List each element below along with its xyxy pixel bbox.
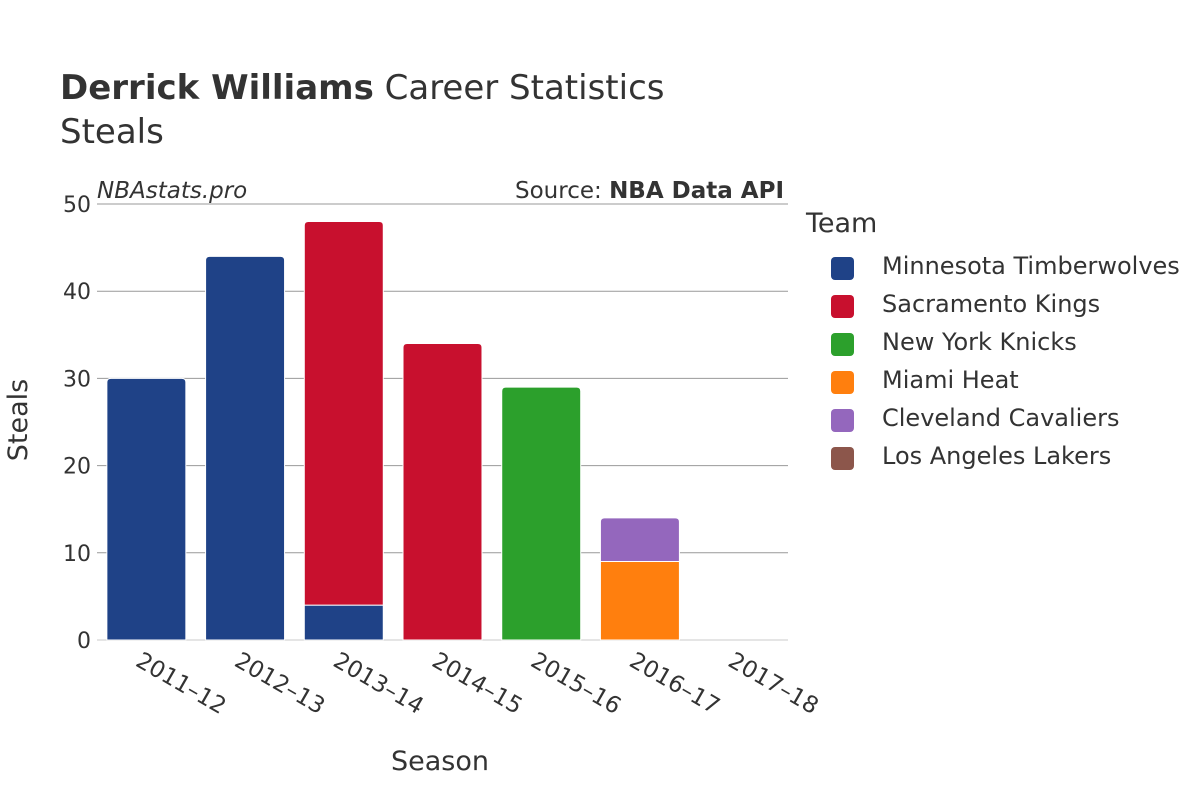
chart-title: Derrick Williams Career Statistics [60, 68, 664, 108]
legend-label: New York Knicks [882, 328, 1077, 356]
y-tick-label: 20 [63, 455, 91, 480]
legend-item-new-york-knicks[interactable]: New York Knicks [806, 325, 1077, 363]
legend-swatch [831, 371, 854, 394]
x-tick-label: 2015–16 [526, 648, 625, 720]
legend-item-minnesota-timberwolves[interactable]: Minnesota Timberwolves [806, 249, 1180, 287]
legend-swatch [831, 409, 854, 432]
x-axis-label: Season [391, 746, 489, 777]
bar-segment[interactable] [205, 255, 286, 641]
chart-subtitle: Steals [60, 112, 164, 152]
y-tick-label: 0 [77, 629, 91, 654]
player-name: Derrick Williams [60, 68, 374, 108]
y-tick-label: 10 [63, 542, 91, 567]
legend-item-miami-heat[interactable]: Miami Heat [806, 363, 1019, 401]
y-axis-label: Steals [3, 379, 34, 461]
legend-swatch [831, 295, 854, 318]
title-rest: Career Statistics [373, 68, 665, 108]
source-credit: Source: NBA Data API [515, 178, 784, 204]
source-name: NBA Data API [609, 178, 784, 204]
legend-label: Cleveland Cavaliers [882, 404, 1120, 432]
bar-segment[interactable] [402, 343, 483, 641]
x-tick-label: 2012–13 [230, 648, 329, 720]
source-prefix: Source: [515, 178, 610, 204]
watermark: NBAstats.pro [97, 178, 248, 204]
x-tick-label: 2016–17 [625, 648, 724, 720]
bar-segment[interactable] [501, 386, 582, 641]
x-tick-label: 2017–18 [724, 648, 823, 720]
bar-segment[interactable] [303, 604, 384, 641]
legend-label: Los Angeles Lakers [882, 442, 1112, 470]
legend: Team Minnesota Timberwolves Sacramento K… [806, 208, 1180, 477]
bar-segment[interactable] [106, 377, 187, 641]
bars [106, 220, 680, 641]
legend-item-los-angeles-lakers[interactable]: Los Angeles Lakers [806, 439, 1111, 477]
bar-segment[interactable] [599, 561, 680, 641]
x-tick-labels: 2011–12 2012–13 2013–14 2014–15 2015–16 2016–… [131, 648, 822, 720]
legend-label: Sacramento Kings [882, 290, 1101, 318]
bar-segment[interactable] [303, 220, 384, 606]
bar-segment[interactable] [599, 517, 680, 563]
legend-swatch [831, 257, 854, 280]
y-tick-label: 30 [63, 367, 91, 392]
x-tick-label: 2011–12 [131, 648, 230, 720]
y-tick-label: 50 [63, 193, 91, 218]
y-tick-label: 40 [63, 280, 91, 305]
legend-item-sacramento-kings[interactable]: Sacramento Kings [806, 287, 1100, 325]
x-tick-label: 2014–15 [428, 648, 527, 720]
legend-title: Team [806, 208, 878, 239]
legend-label: Minnesota Timberwolves [882, 252, 1180, 280]
legend-swatch [831, 333, 854, 356]
legend-swatch [831, 447, 854, 470]
legend-item-cleveland-cavaliers[interactable]: Cleveland Cavaliers [806, 401, 1119, 439]
x-tick-label: 2013–14 [329, 648, 428, 720]
y-tick-labels: 0 10 20 30 40 50 [63, 193, 91, 654]
legend-label: Miami Heat [882, 366, 1019, 394]
